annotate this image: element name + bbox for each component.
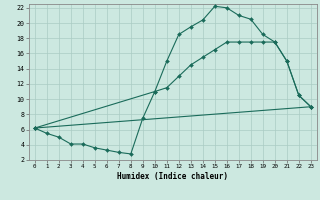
- X-axis label: Humidex (Indice chaleur): Humidex (Indice chaleur): [117, 172, 228, 181]
